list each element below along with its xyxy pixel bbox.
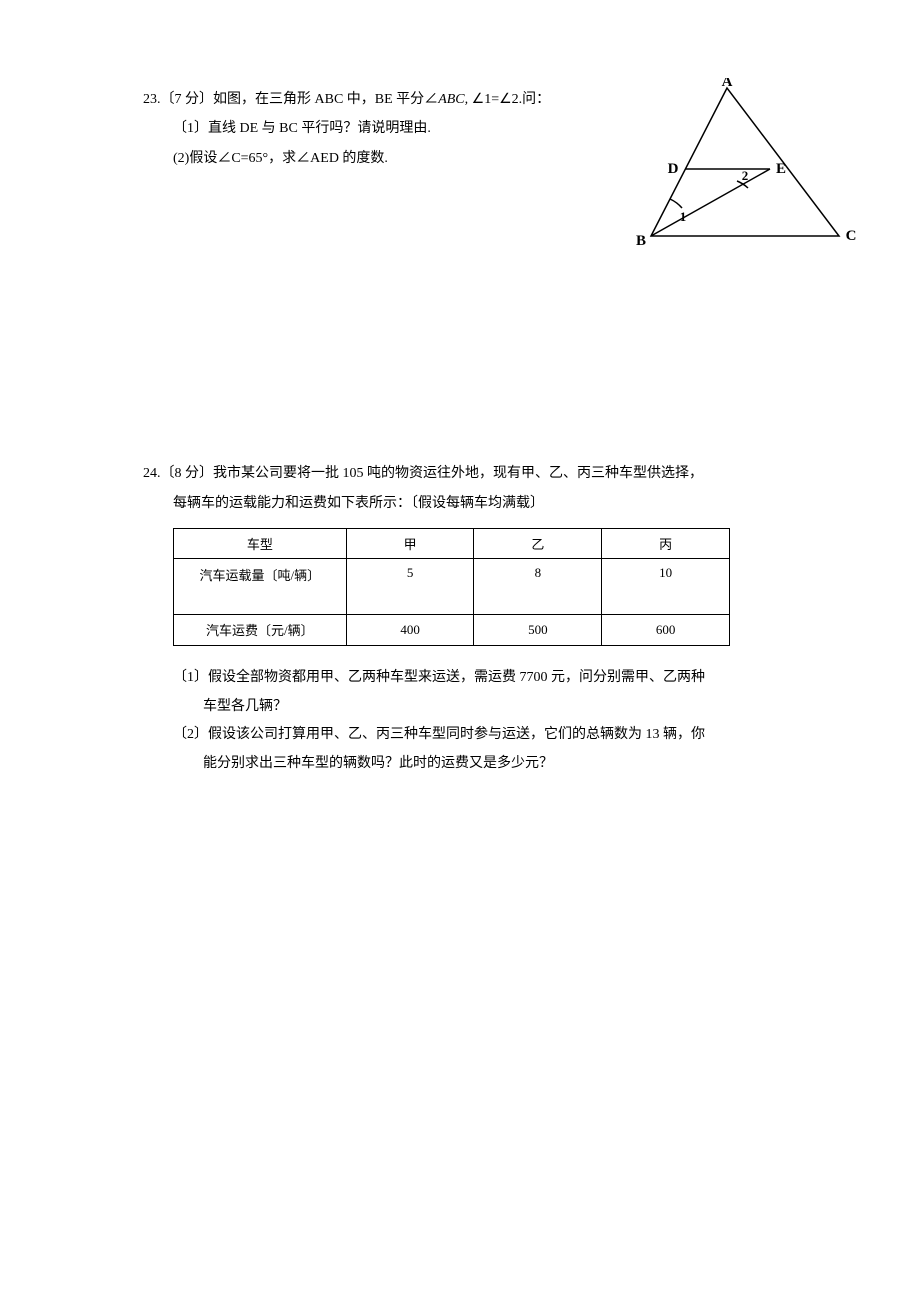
vehicle-table: 车型 甲 乙 丙 汽车运载量〔吨/辆〕 5 8 10 汽车运费〔元/辆〕 400… (173, 528, 730, 646)
table-row: 车型 甲 乙 丙 (174, 528, 730, 558)
header-yi: 乙 (474, 528, 602, 558)
cost-label: 汽车运费〔元/辆〕 (174, 614, 347, 645)
load-jia: 5 (346, 558, 474, 614)
load-yi: 8 (474, 558, 602, 614)
label-b: B (636, 233, 646, 249)
cost-yi: 500 (474, 614, 602, 645)
cost-bing: 600 (602, 614, 730, 645)
problem-24-header-text: 24.〔8 分〕我市某公司要将一批 105 吨的物资运往外地，现有甲、乙、丙三种… (143, 466, 703, 481)
problem-24-header-cont: 每辆车的运载能力和运费如下表所示：〔假设每辆车均满载〕 (173, 489, 815, 518)
header-bing: 丙 (602, 528, 730, 558)
label-angle1: 1 (680, 209, 687, 224)
load-bing: 10 (602, 558, 730, 614)
label-d: D (668, 161, 679, 177)
problem-23-italic: ABC, (438, 92, 468, 107)
problem-23-text-end: ∠1=∠2.问： (468, 92, 550, 107)
problem-24-part2: 〔2〕假设该公司打算用甲、乙、丙三种车型同时参与运送，它们的总辆数为 13 辆，… (203, 721, 815, 749)
problem-24-part1-text: 〔1〕假设全部物资都用甲、乙两种车型来运送，需运费 7700 元，问分别需甲、乙… (173, 670, 705, 685)
problem-24-header: 24.〔8 分〕我市某公司要将一批 105 吨的物资运往外地，现有甲、乙、丙三种… (173, 459, 815, 488)
problem-23-text-start: 23.〔7 分〕如图，在三角形 ABC 中，BE 平分∠ (143, 92, 438, 107)
triangle-diagram: A B C D E 1 2 (631, 78, 857, 253)
header-jia: 甲 (346, 528, 474, 558)
label-a: A (722, 78, 733, 90)
label-angle2: 2 (742, 168, 749, 183)
cost-jia: 400 (346, 614, 474, 645)
problem-24-part2-cont: 能分别求出三种车型的辆数吗？此时的运费又是多少元？ (203, 749, 815, 778)
table-row: 汽车运载量〔吨/辆〕 5 8 10 (174, 558, 730, 614)
problem-24: 24.〔8 分〕我市某公司要将一批 105 吨的物资运往外地，现有甲、乙、丙三种… (143, 459, 815, 779)
problem-24-part1: 〔1〕假设全部物资都用甲、乙两种车型来运送，需运费 7700 元，问分别需甲、乙… (203, 664, 815, 692)
load-label: 汽车运载量〔吨/辆〕 (174, 558, 347, 614)
header-type: 车型 (174, 528, 347, 558)
problem-24-part1-cont: 车型各几辆？ (203, 692, 815, 721)
angle1-arc (670, 199, 682, 208)
label-e: E (776, 161, 786, 177)
vehicle-table-container: 车型 甲 乙 丙 汽车运载量〔吨/辆〕 5 8 10 汽车运费〔元/辆〕 400… (173, 528, 815, 646)
problem-24-part2-text: 〔2〕假设该公司打算用甲、乙、丙三种车型同时参与运送，它们的总辆数为 13 辆，… (173, 727, 705, 742)
table-row: 汽车运费〔元/辆〕 400 500 600 (174, 614, 730, 645)
label-c: C (846, 228, 857, 244)
